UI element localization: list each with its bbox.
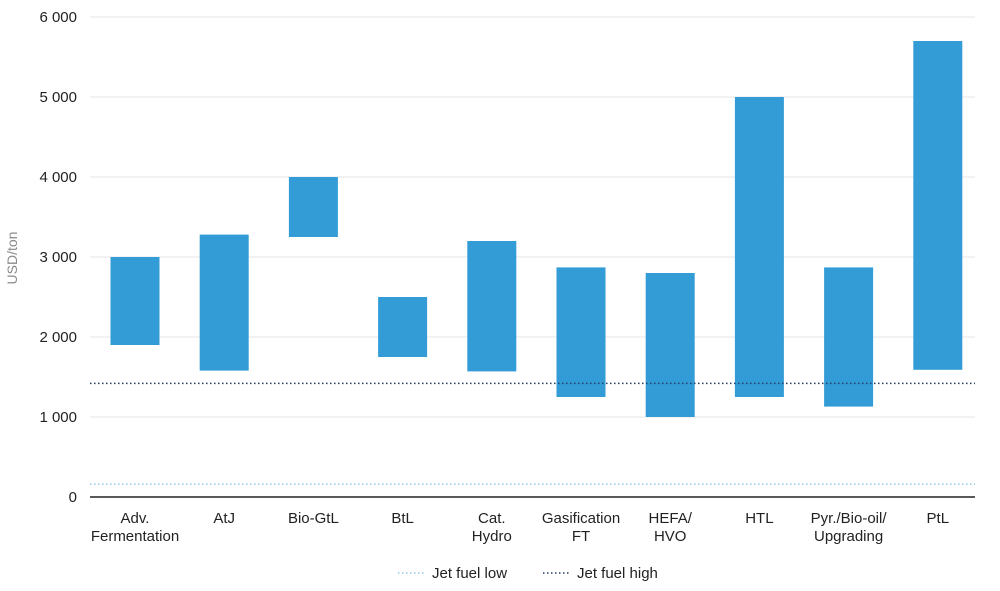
x-axis-labels: Adv.Fermentation AtJ Bio-GtL BtL Cat.Hydro Ga… <box>91 510 949 545</box>
reference-lines <box>90 382 975 485</box>
y-tick-label: 5 000 <box>39 89 77 106</box>
range-bar <box>913 41 963 370</box>
x-tick-label: Fermentation <box>91 528 179 545</box>
x-tick-label: BtL <box>391 510 414 527</box>
x-tick-label: Upgrading <box>814 528 883 545</box>
x-tick-label: HTL <box>745 510 773 527</box>
y-tick-label: 2 000 <box>39 329 77 346</box>
y-axis-title: USD/ton <box>4 232 20 285</box>
x-tick-label: HVO <box>654 528 687 545</box>
y-axis-ticks: 0 1 000 2 000 3 000 4 000 5 000 6 000 <box>39 9 77 506</box>
y-tick-label: 3 000 <box>39 249 77 266</box>
range-bar <box>467 241 517 372</box>
x-tick-label: FT <box>572 528 590 545</box>
range-bar <box>734 97 784 397</box>
range-bar <box>645 273 695 417</box>
x-tick-label: PtL <box>927 510 950 527</box>
x-tick-label: Bio-GtL <box>288 510 339 527</box>
legend-item: Jet fuel high <box>543 565 658 582</box>
x-tick-label: Pyr./Bio-oil/ <box>811 510 888 527</box>
y-tick-label: 1 000 <box>39 409 77 426</box>
range-bar <box>110 257 160 345</box>
range-bar <box>556 267 606 397</box>
range-bar <box>824 267 874 407</box>
legend-item: Jet fuel low <box>398 565 507 582</box>
legend-label: Jet fuel low <box>432 565 507 582</box>
y-tick-label: 6 000 <box>39 9 77 26</box>
x-tick-label: Adv. <box>121 510 150 527</box>
y-tick-label: 0 <box>69 489 77 506</box>
bars <box>110 41 963 417</box>
x-tick-label: Cat. <box>478 510 506 527</box>
x-tick-label: Gasification <box>542 510 620 527</box>
x-tick-label: HEFA/ <box>649 510 693 527</box>
range-bar <box>378 297 428 357</box>
legend-label: Jet fuel high <box>577 565 658 582</box>
legend: Jet fuel low Jet fuel high <box>398 565 658 582</box>
x-tick-label: Hydro <box>472 528 512 545</box>
range-bar <box>288 177 338 237</box>
range-bar <box>199 234 249 371</box>
y-tick-label: 4 000 <box>39 169 77 186</box>
x-tick-label: AtJ <box>213 510 235 527</box>
